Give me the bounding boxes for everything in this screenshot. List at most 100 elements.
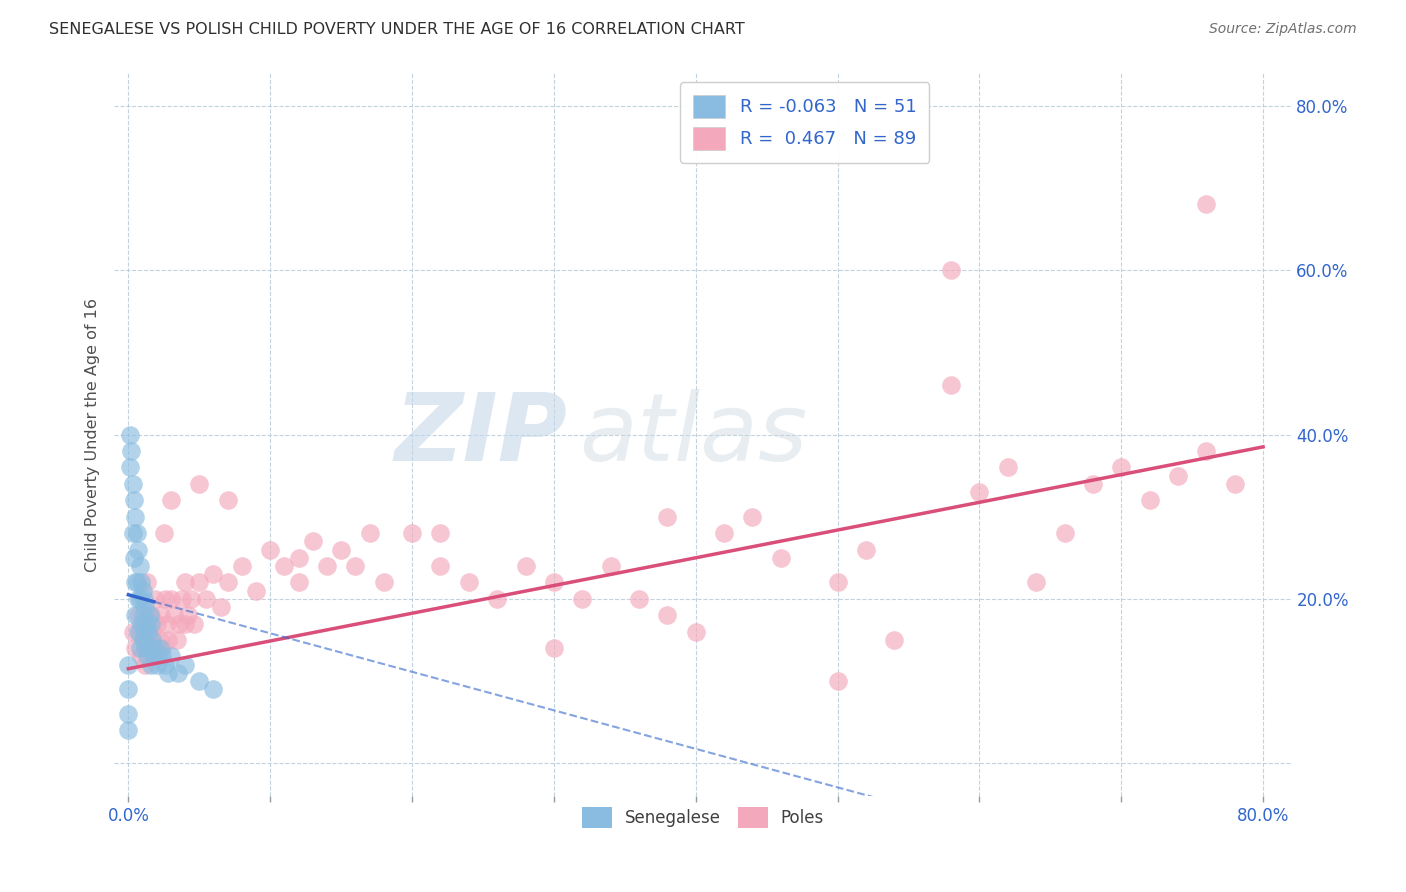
Point bbox=[117, 682, 139, 697]
Point bbox=[128, 624, 150, 639]
Y-axis label: Child Poverty Under the Age of 16: Child Poverty Under the Age of 16 bbox=[86, 298, 100, 572]
Point bbox=[127, 591, 149, 606]
Point bbox=[939, 378, 962, 392]
Point bbox=[138, 641, 160, 656]
Point bbox=[157, 665, 180, 680]
Point bbox=[401, 526, 423, 541]
Text: Source: ZipAtlas.com: Source: ZipAtlas.com bbox=[1209, 22, 1357, 37]
Point bbox=[155, 657, 177, 672]
Point bbox=[122, 493, 145, 508]
Point bbox=[156, 616, 179, 631]
Point bbox=[827, 575, 849, 590]
Point bbox=[143, 591, 166, 606]
Point bbox=[1195, 197, 1218, 211]
Point bbox=[128, 559, 150, 574]
Point bbox=[195, 591, 218, 606]
Point bbox=[174, 575, 197, 590]
Point bbox=[143, 649, 166, 664]
Point bbox=[172, 591, 194, 606]
Point bbox=[135, 616, 157, 631]
Point bbox=[163, 608, 186, 623]
Point bbox=[330, 542, 353, 557]
Point bbox=[373, 575, 395, 590]
Point bbox=[124, 641, 146, 656]
Point bbox=[131, 583, 153, 598]
Point bbox=[136, 641, 159, 656]
Point bbox=[132, 591, 155, 606]
Point bbox=[152, 641, 174, 656]
Point bbox=[855, 542, 877, 557]
Point bbox=[543, 575, 565, 590]
Point bbox=[166, 632, 188, 647]
Point bbox=[183, 616, 205, 631]
Point bbox=[457, 575, 479, 590]
Point bbox=[1223, 476, 1246, 491]
Point bbox=[134, 600, 156, 615]
Point bbox=[188, 674, 211, 689]
Point bbox=[344, 559, 367, 574]
Point bbox=[139, 632, 162, 647]
Point bbox=[202, 567, 225, 582]
Point bbox=[997, 460, 1019, 475]
Point bbox=[259, 542, 281, 557]
Point bbox=[141, 632, 163, 647]
Point bbox=[657, 509, 679, 524]
Point bbox=[153, 526, 176, 541]
Point bbox=[135, 624, 157, 639]
Point bbox=[136, 624, 159, 639]
Point bbox=[287, 575, 309, 590]
Point bbox=[301, 534, 323, 549]
Point bbox=[1109, 460, 1132, 475]
Point bbox=[135, 575, 157, 590]
Point bbox=[139, 657, 162, 672]
Point bbox=[128, 641, 150, 656]
Point bbox=[627, 591, 650, 606]
Point bbox=[121, 624, 143, 639]
Point bbox=[145, 641, 167, 656]
Point bbox=[160, 649, 183, 664]
Point bbox=[316, 559, 339, 574]
Point bbox=[142, 641, 165, 656]
Point bbox=[217, 575, 239, 590]
Point bbox=[231, 559, 253, 574]
Point bbox=[571, 591, 593, 606]
Point bbox=[245, 583, 267, 598]
Point bbox=[155, 591, 177, 606]
Point bbox=[118, 460, 141, 475]
Point bbox=[1025, 575, 1047, 590]
Point bbox=[359, 526, 381, 541]
Point bbox=[142, 649, 165, 664]
Point bbox=[127, 542, 149, 557]
Point bbox=[769, 550, 792, 565]
Point bbox=[827, 674, 849, 689]
Point bbox=[486, 591, 509, 606]
Point bbox=[1195, 444, 1218, 458]
Point bbox=[127, 624, 149, 639]
Point bbox=[152, 649, 174, 664]
Point bbox=[160, 493, 183, 508]
Point bbox=[117, 723, 139, 738]
Point bbox=[1053, 526, 1076, 541]
Point bbox=[131, 608, 153, 623]
Point bbox=[138, 608, 160, 623]
Point bbox=[157, 632, 180, 647]
Point bbox=[121, 476, 143, 491]
Point bbox=[134, 657, 156, 672]
Point bbox=[1139, 493, 1161, 508]
Point bbox=[117, 706, 139, 721]
Point bbox=[177, 608, 200, 623]
Point bbox=[141, 624, 163, 639]
Point bbox=[515, 559, 537, 574]
Point bbox=[125, 575, 148, 590]
Point bbox=[125, 526, 148, 541]
Point bbox=[139, 608, 162, 623]
Legend: Senegalese, Poles: Senegalese, Poles bbox=[575, 800, 831, 835]
Point bbox=[129, 575, 152, 590]
Point bbox=[169, 616, 191, 631]
Point bbox=[129, 616, 152, 631]
Point bbox=[118, 427, 141, 442]
Point bbox=[429, 526, 451, 541]
Point bbox=[129, 649, 152, 664]
Point bbox=[117, 657, 139, 672]
Text: ZIP: ZIP bbox=[395, 389, 568, 481]
